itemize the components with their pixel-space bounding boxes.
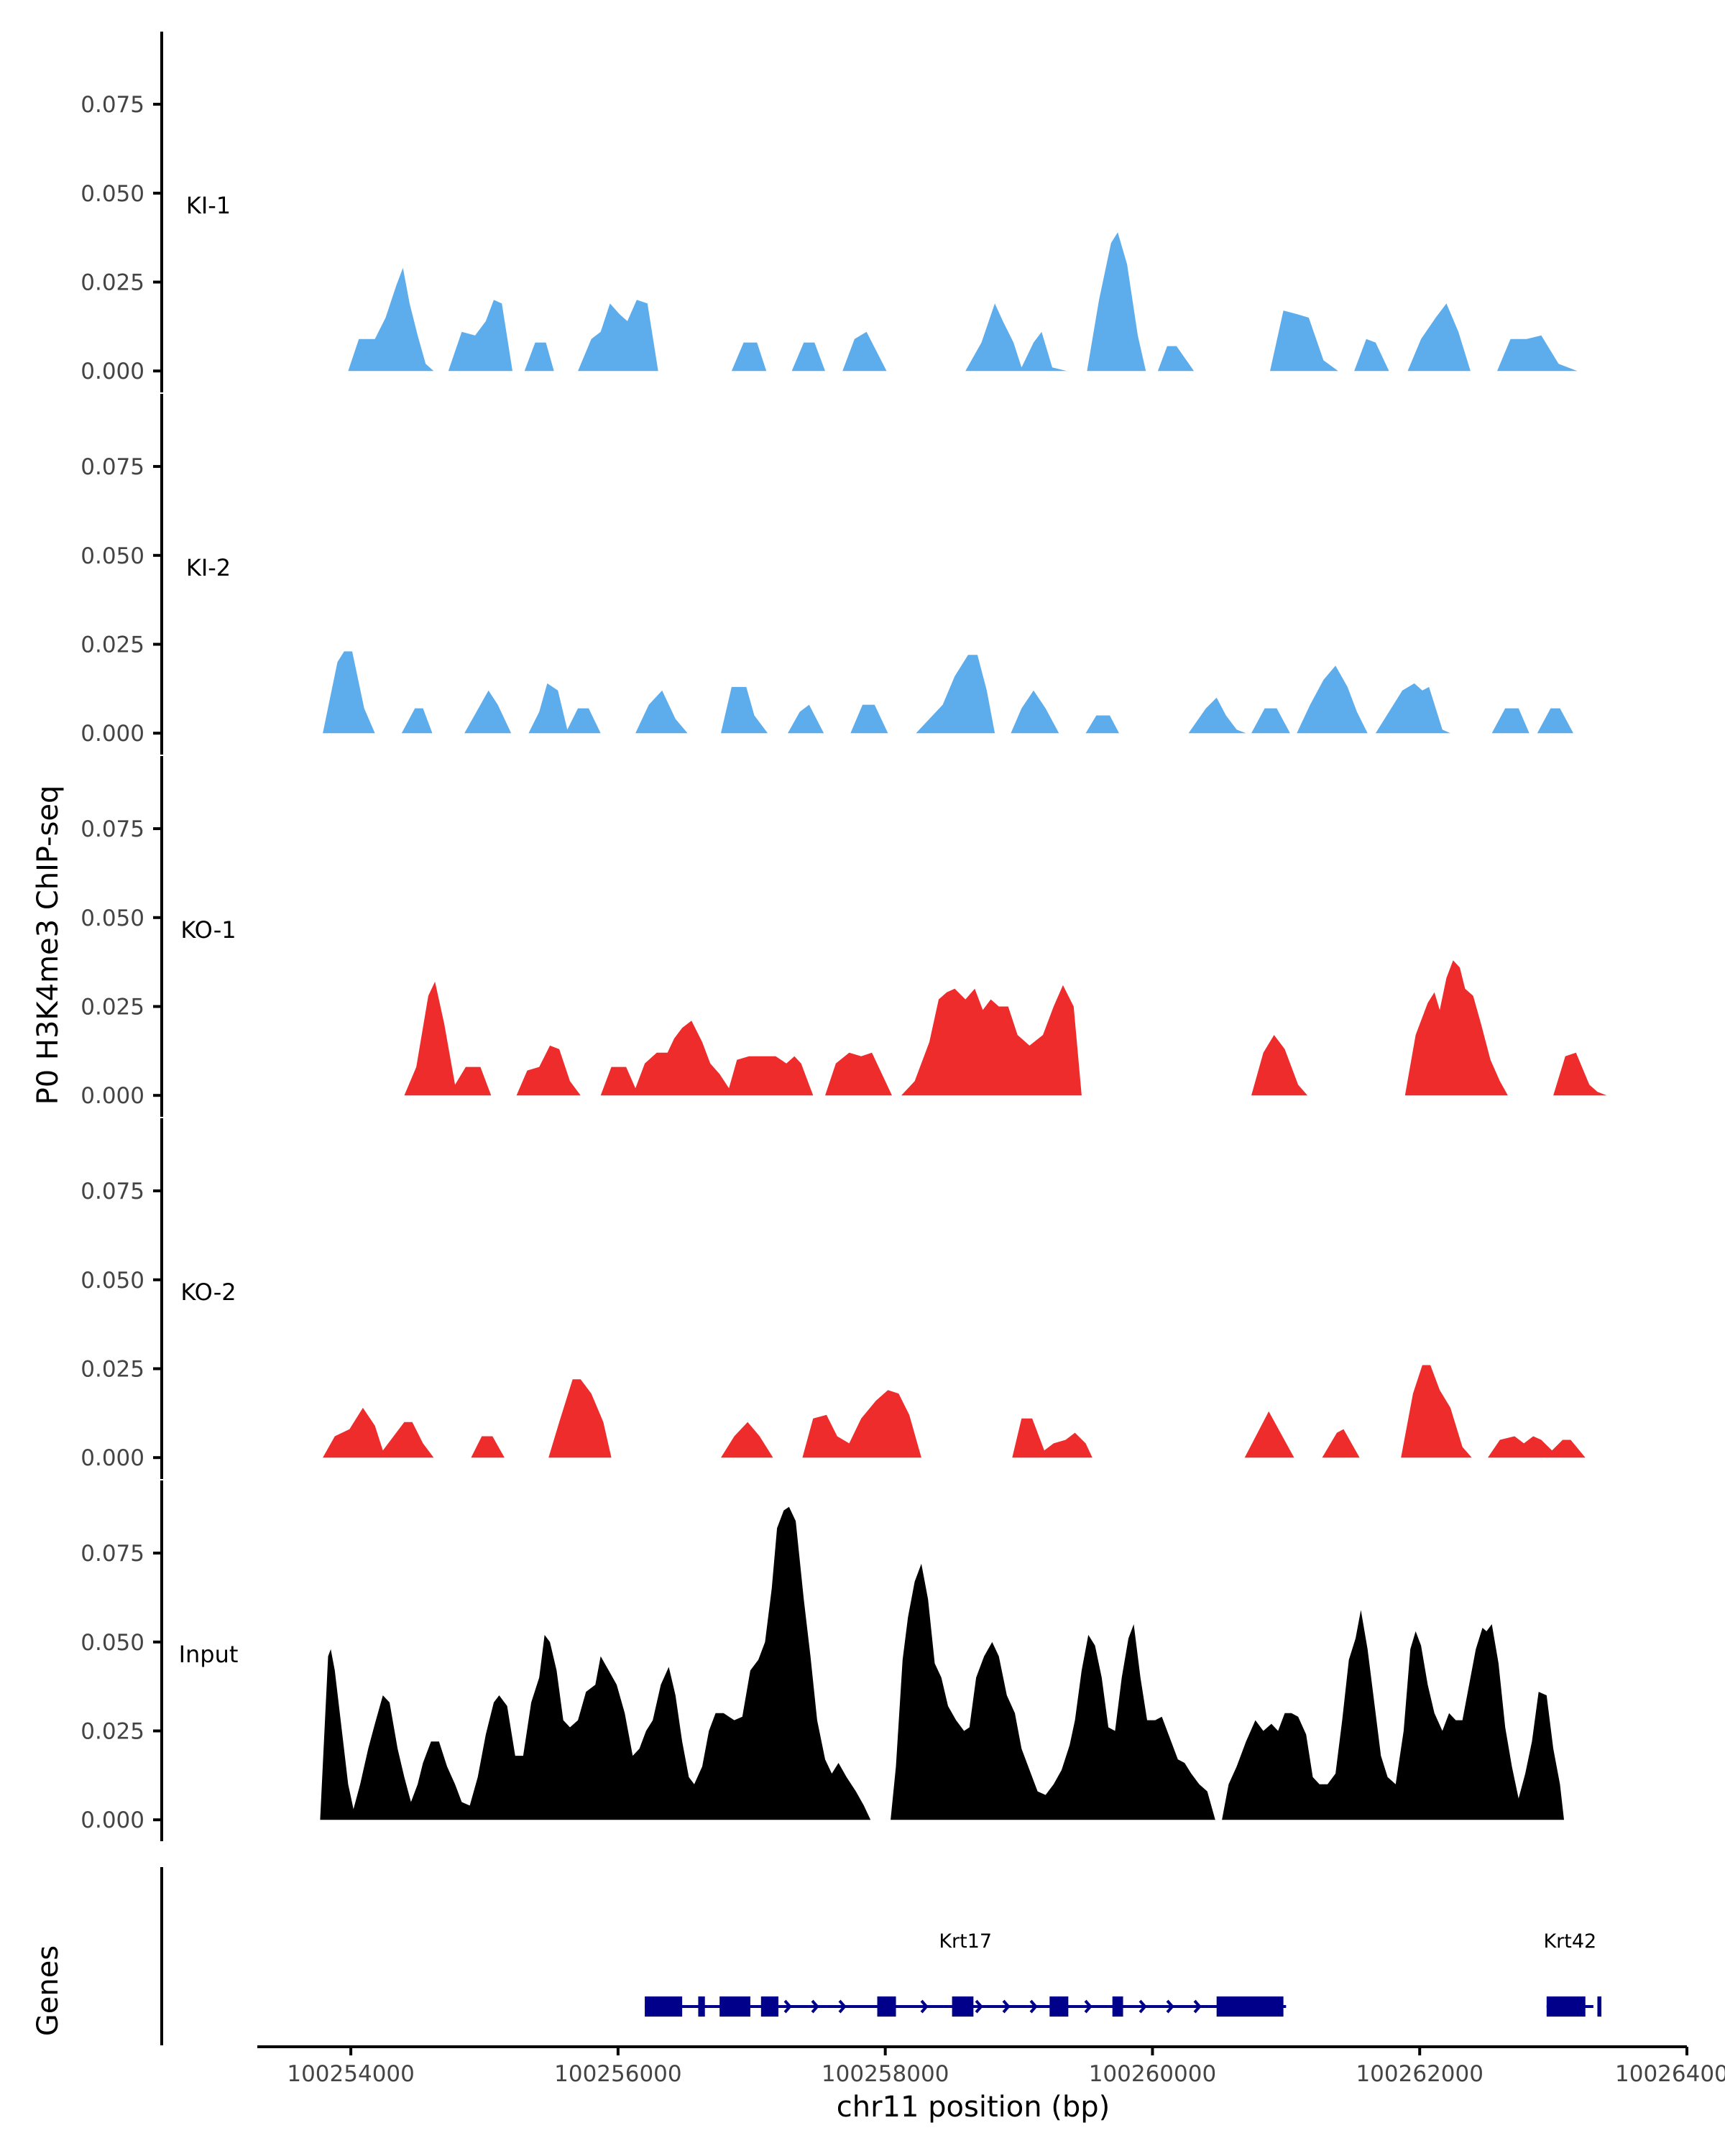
exon <box>1546 1996 1586 2017</box>
track-ko-1: 0.000 0.025 0.050 0.075 KO-1 <box>80 756 1607 1117</box>
y-tick-label: 0.050 <box>80 543 144 569</box>
x-tick-label: 100260000 <box>1089 2061 1217 2087</box>
strand-arrow <box>838 1999 847 2014</box>
strand-arrow <box>783 1999 792 2014</box>
track-label-ko-1: KO-1 <box>180 916 236 944</box>
y-tick-label: 0.050 <box>80 1268 144 1294</box>
exon <box>1049 1996 1069 2017</box>
x-tick-label: 100256000 <box>554 2061 682 2087</box>
strand-arrow <box>1138 1999 1147 2014</box>
strand-arrow <box>920 1999 929 2014</box>
y-tick-label: 0.075 <box>80 816 144 842</box>
strand-arrow <box>1029 1999 1038 2014</box>
y-tick-label: 0.000 <box>80 359 144 384</box>
exon <box>1216 1996 1284 2017</box>
x-axis-label: chr11 position (bp) <box>837 2091 1110 2124</box>
genes-track-label: Genes <box>32 1945 65 2036</box>
track-input: 0.000 0.025 0.050 0.075 Input <box>80 1480 1564 1841</box>
track-label-ki-1: KI-1 <box>186 192 231 219</box>
y-tick-label: 0.050 <box>80 906 144 931</box>
x-tick-label: 100254000 <box>287 2061 415 2087</box>
x-tick-label: 100262000 <box>1356 2061 1484 2087</box>
y-tick-label: 0.000 <box>80 1807 144 1833</box>
y-tick-label: 0.050 <box>80 181 144 207</box>
y-axis-label: P0 H3K4me3 ChIP-seq <box>32 786 65 1105</box>
gene-krt42: Krt42 <box>1543 1930 1602 2017</box>
track-ki-1: 0.000 0.025 0.050 0.075 KI-1 <box>80 32 1578 392</box>
coverage-area-ko-2 <box>323 1365 1586 1458</box>
exon <box>1112 1996 1123 2017</box>
exon <box>698 1996 705 2017</box>
exon <box>719 1996 750 2017</box>
coverage-area-ko-1 <box>404 960 1607 1096</box>
y-tick-label: 0.025 <box>80 632 144 658</box>
exon <box>877 1996 896 2017</box>
gene-track: Krt17 Krt42 <box>160 1867 1602 2045</box>
strand-arrow <box>811 1999 819 2014</box>
exon <box>645 1996 683 2017</box>
y-tick-label: 0.050 <box>80 1630 144 1656</box>
y-tick-label: 0.075 <box>80 454 144 480</box>
strand-arrow <box>1166 1999 1174 2014</box>
track-label-ko-2: KO-2 <box>180 1279 236 1306</box>
y-tick-label: 0.075 <box>80 92 144 118</box>
strand-arrow <box>975 1999 983 2014</box>
y-tick-label: 0.025 <box>80 1356 144 1382</box>
y-tick-label: 0.025 <box>80 1718 144 1744</box>
track-ko-2: 0.000 0.025 0.050 0.075 KO-2 <box>80 1118 1586 1479</box>
track-ki-2: 0.000 0.025 0.050 0.075 KI-2 <box>80 394 1574 755</box>
exon <box>760 1996 778 2017</box>
track-label-input: Input <box>179 1641 239 1668</box>
gene-label: Krt42 <box>1543 1930 1596 1953</box>
gene-krt17: Krt17 <box>645 1930 1287 2017</box>
coverage-tracks: 0.0000.0250.0500.075KI-10.0000.0250.0500… <box>80 32 1607 1841</box>
y-tick-label: 0.000 <box>80 1083 144 1109</box>
y-tick-label: 0.000 <box>80 721 144 747</box>
y-tick-label: 0.000 <box>80 1445 144 1471</box>
coverage-area-ki-1 <box>348 232 1578 372</box>
strand-arrow <box>1193 1999 1202 2014</box>
y-tick-label: 0.025 <box>80 270 144 295</box>
coverage-area-ki-2 <box>323 651 1574 734</box>
x-axis: 100254000 100256000 100258000 100260000 1002… <box>257 2045 1725 2087</box>
x-tick-label: 100264000 <box>1615 2061 1725 2087</box>
track-label-ki-2: KI-2 <box>186 554 231 581</box>
x-tick-label: 100258000 <box>822 2061 949 2087</box>
y-tick-label: 0.075 <box>80 1541 144 1567</box>
y-tick-label: 0.075 <box>80 1179 144 1204</box>
exon <box>1597 1996 1602 2017</box>
gene-label: Krt17 <box>939 1930 992 1953</box>
exon <box>952 1996 974 2017</box>
coverage-area-input <box>320 1506 1564 1820</box>
y-tick-label: 0.025 <box>80 994 144 1020</box>
strand-arrow <box>1084 1999 1092 2014</box>
strand-arrow <box>1002 1999 1011 2014</box>
